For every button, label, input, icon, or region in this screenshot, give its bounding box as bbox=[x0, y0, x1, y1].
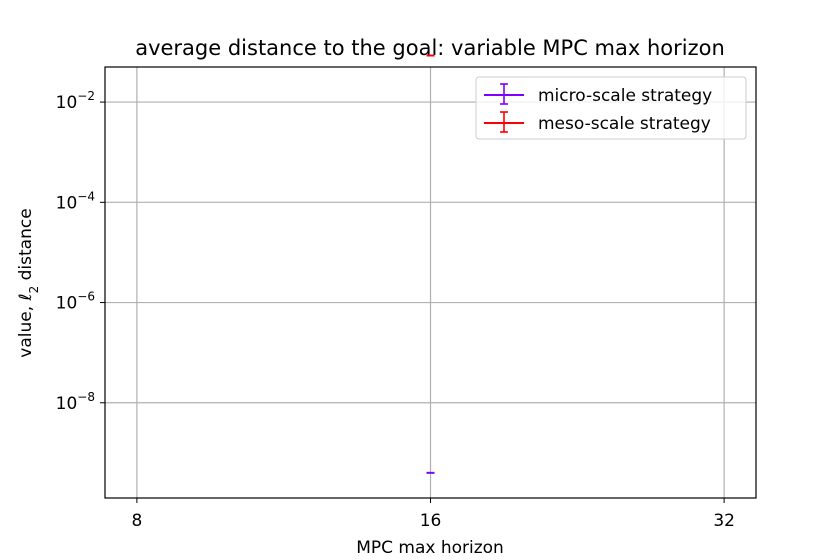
y-tick-base: 10 bbox=[56, 193, 78, 213]
y-tick-exponent: −2 bbox=[77, 89, 95, 103]
y-tick-label: 10−6 bbox=[56, 290, 95, 314]
y-axis-label-prefix: value, bbox=[16, 300, 36, 357]
x-axis: 8 16 32 bbox=[131, 498, 735, 531]
y-tick-base: 10 bbox=[56, 394, 78, 414]
y-tick-exponent: −4 bbox=[77, 189, 95, 203]
y-tick-base: 10 bbox=[56, 93, 78, 113]
y-axis: 10−210−410−610−8 bbox=[56, 89, 105, 414]
y-axis-label: value, ℓ2 distance bbox=[16, 208, 41, 357]
y-tick-exponent: −6 bbox=[77, 290, 95, 304]
x-tick-label: 8 bbox=[131, 511, 142, 531]
x-tick-label: 16 bbox=[420, 511, 442, 531]
y-axis-label-symbol: ℓ bbox=[16, 293, 36, 301]
legend-box bbox=[475, 76, 747, 140]
y-tick-base: 10 bbox=[56, 294, 78, 314]
data-marks bbox=[426, 54, 435, 474]
legend-label: meso-scale strategy bbox=[538, 114, 711, 134]
x-tick-label: 32 bbox=[713, 511, 735, 531]
y-tick-label: 10−2 bbox=[56, 89, 95, 113]
y-axis-label-sub: 2 bbox=[27, 286, 41, 294]
x-axis-label: MPC max horizon bbox=[356, 538, 504, 558]
legend: micro-scale strategy meso-scale strategy bbox=[475, 76, 747, 140]
y-tick-exponent: −8 bbox=[77, 390, 95, 404]
y-tick-label: 10−8 bbox=[56, 390, 95, 414]
legend-label: micro-scale strategy bbox=[538, 86, 712, 106]
y-axis-label-suffix: distance bbox=[16, 208, 36, 285]
y-tick-label: 10−4 bbox=[56, 189, 95, 213]
